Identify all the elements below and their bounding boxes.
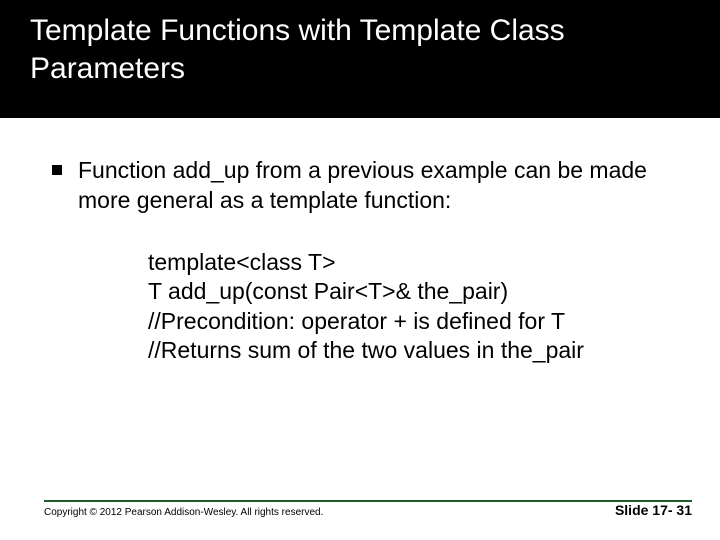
bullet-item: Function add_up from a previous example … (52, 156, 672, 216)
code-line: T add_up(const Pair<T>& the_pair) (148, 277, 672, 306)
code-line: template<class T> (148, 248, 672, 277)
square-bullet-icon (52, 165, 62, 175)
title-band: Template Functions with Template Class P… (0, 0, 720, 118)
code-line: //Precondition: operator + is defined fo… (148, 307, 672, 336)
copyright-text: Copyright © 2012 Pearson Addison-Wesley.… (44, 507, 323, 518)
bullet-text: Function add_up from a previous example … (78, 156, 672, 216)
content-area: Function add_up from a previous example … (0, 118, 720, 366)
footer: Copyright © 2012 Pearson Addison-Wesley.… (0, 502, 720, 518)
slide-number: Slide 17- 31 (615, 502, 692, 518)
slide-title: Template Functions with Template Class P… (30, 12, 690, 87)
code-block: template<class T> T add_up(const Pair<T>… (148, 248, 672, 366)
code-line: //Returns sum of the two values in the_p… (148, 336, 672, 365)
